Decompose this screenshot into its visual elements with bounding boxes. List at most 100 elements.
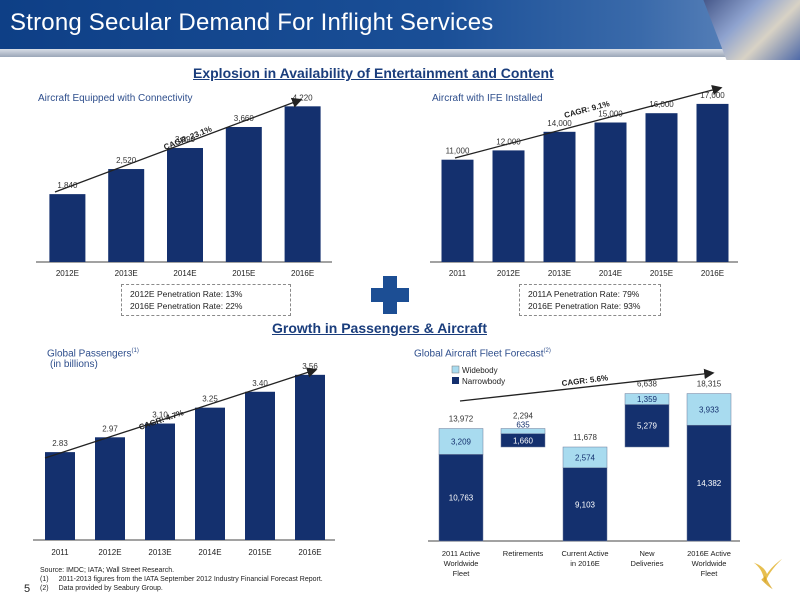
legend-widebody-label: Widebody xyxy=(462,366,498,375)
fleet-tick-label: Worldwide xyxy=(692,559,727,568)
passengers-subtitle: (in billions) xyxy=(50,359,98,371)
fleet-narrowbody-bar xyxy=(438,454,484,542)
passengers-bar xyxy=(295,374,325,540)
passengers-data-label: 3.25 xyxy=(202,395,218,404)
passengers-tick-label: 2013E xyxy=(148,548,171,557)
ife-bar xyxy=(441,159,474,262)
connectivity-tick-label: 2016E xyxy=(291,269,314,278)
fleet-tick-label: Retirements xyxy=(503,549,544,558)
connectivity-data-label: 4,220 xyxy=(293,93,314,102)
fleet-total-label: 13,972 xyxy=(449,415,474,424)
eagle-logo-icon xyxy=(753,558,783,590)
connectivity-tick-label: 2015E xyxy=(232,269,255,278)
footnote-marker: (1) xyxy=(40,576,49,583)
fleet-tick-label: in 2016E xyxy=(570,559,600,568)
fleet-widebody-bar xyxy=(438,428,484,455)
passengers-data-label: 2.97 xyxy=(102,424,118,433)
fleet-narrowbody-label: 5,279 xyxy=(637,422,658,431)
fleet-tick-label: Fleet xyxy=(453,569,471,578)
chart-title-fleet: Global Aircraft Fleet Forecast(2) xyxy=(414,348,551,359)
footnote-text: Data provided by Seabury Group. xyxy=(58,585,163,592)
note-line: 2011A Penetration Rate: 79% xyxy=(528,289,640,299)
chart-title-connectivity: Aircraft Equipped with Connectivity xyxy=(38,93,193,104)
fleet-total-label: 2,294 xyxy=(513,412,534,421)
passengers-bar xyxy=(95,437,125,540)
fleet-narrowbody-label: 14,382 xyxy=(697,479,722,488)
passengers-tick-label: 2014E xyxy=(198,548,221,557)
plus-icon xyxy=(371,276,409,314)
ife-bar xyxy=(594,122,627,262)
fleet-narrowbody-label: 1,660 xyxy=(513,436,534,445)
passengers-data-label: 3.10 xyxy=(152,411,168,420)
passengers-bar xyxy=(195,407,225,540)
fleet-widebody-label: 1,359 xyxy=(637,395,658,404)
connectivity-bar xyxy=(284,106,321,262)
ife-bar xyxy=(543,131,576,262)
fleet-widebody-label: 2,574 xyxy=(575,453,596,462)
passengers-bar xyxy=(145,423,175,540)
ife-tick-label: 2012E xyxy=(497,269,520,278)
fleet-widebody-bar xyxy=(686,393,732,426)
footnote-ref-1: (1) xyxy=(131,348,139,354)
fleet-total-label: 11,678 xyxy=(573,433,597,442)
footnotes: Source: IMDC; IATA; Wall Street Research… xyxy=(40,566,323,593)
fleet-widebody-bar xyxy=(624,393,670,405)
fleet-widebody-bar xyxy=(562,446,608,468)
passengers-tick-label: 2012E xyxy=(98,548,121,557)
fleet-tick-label: 2016E Active xyxy=(687,549,731,558)
ife-tick-label: 2014E xyxy=(599,269,622,278)
fleet-widebody-label: 635 xyxy=(516,421,530,430)
connectivity-tick-label: 2012E xyxy=(56,269,79,278)
fleet-widebody-label: 3,209 xyxy=(451,437,472,446)
footnote-marker: (2) xyxy=(40,585,49,592)
legend-narrowbody-label: Narrowbody xyxy=(462,377,505,386)
fleet-title-text: Global Aircraft Fleet Forecast xyxy=(414,348,544,360)
passengers-data-label: 2.83 xyxy=(52,439,68,448)
page-number: 5 xyxy=(24,583,31,595)
fleet-tick-label: Deliveries xyxy=(631,559,664,568)
passengers-title-text: Global Passengers xyxy=(47,348,132,360)
chart-title-ife: Aircraft with IFE Installed xyxy=(432,93,543,104)
legend-widebody-swatch xyxy=(451,365,460,374)
section-heading-entertainment: Explosion in Availability of Entertainme… xyxy=(193,65,554,81)
connectivity-bar xyxy=(225,126,262,262)
passengers-tick-label: 2016E xyxy=(298,548,321,557)
passengers-tick-label: 2015E xyxy=(248,548,271,557)
passengers-cagr-arrow xyxy=(44,367,318,459)
footnote-text: 2011-2013 figures from the IATA Septembe… xyxy=(58,576,323,583)
footnote-1: (1) 2011-2013 figures from the IATA Sept… xyxy=(40,575,323,584)
fleet-narrowbody-label: 10,763 xyxy=(449,494,474,503)
ife-bar xyxy=(645,113,678,262)
fleet-widebody-label: 3,933 xyxy=(699,405,720,414)
connectivity-bar xyxy=(108,169,145,262)
connectivity-data-label: 3,660 xyxy=(234,114,255,123)
ife-data-label: 15,000 xyxy=(598,110,623,119)
ife-bar xyxy=(696,103,729,263)
connectivity-tick-label: 2013E xyxy=(115,269,138,278)
fleet-cagr-arrow xyxy=(459,368,715,402)
source-note: Source: IMDC; IATA; Wall Street Research… xyxy=(40,567,175,574)
header-divider xyxy=(0,49,760,57)
ife-data-label: 14,000 xyxy=(547,119,572,128)
passengers-data-label: 3.56 xyxy=(302,362,318,371)
fleet-tick-label: New xyxy=(639,549,655,558)
ife-tick-label: 2016E xyxy=(701,269,724,278)
legend-narrowbody-swatch xyxy=(452,377,459,384)
ife-bar xyxy=(492,150,525,262)
connectivity-bar xyxy=(49,194,86,262)
connectivity-tick-label: 2014E xyxy=(173,269,196,278)
ife-cagr-arrow xyxy=(454,84,723,159)
slide-header: Strong Secular Demand For Inflight Servi… xyxy=(0,0,800,55)
fleet-tick-label: Current Active xyxy=(561,549,608,558)
note-line: 2016E Penetration Rate: 22% xyxy=(130,301,243,311)
ife-data-label: 12,000 xyxy=(496,137,521,146)
fleet-tick-label: Fleet xyxy=(701,569,719,578)
fleet-widebody-bar xyxy=(500,428,546,434)
footnote-2: (2) Data provided by Seabury Group. xyxy=(40,584,323,593)
fleet-tick-label: Worldwide xyxy=(444,559,479,568)
ife-tick-label: 2013E xyxy=(548,269,571,278)
ife-penetration-note: 2011A Penetration Rate: 79% 2016E Penetr… xyxy=(519,284,661,316)
chart-title-passengers: Global Passengers(1) (in billions) xyxy=(47,348,139,370)
note-line: 2016E Penetration Rate: 93% xyxy=(528,301,641,311)
